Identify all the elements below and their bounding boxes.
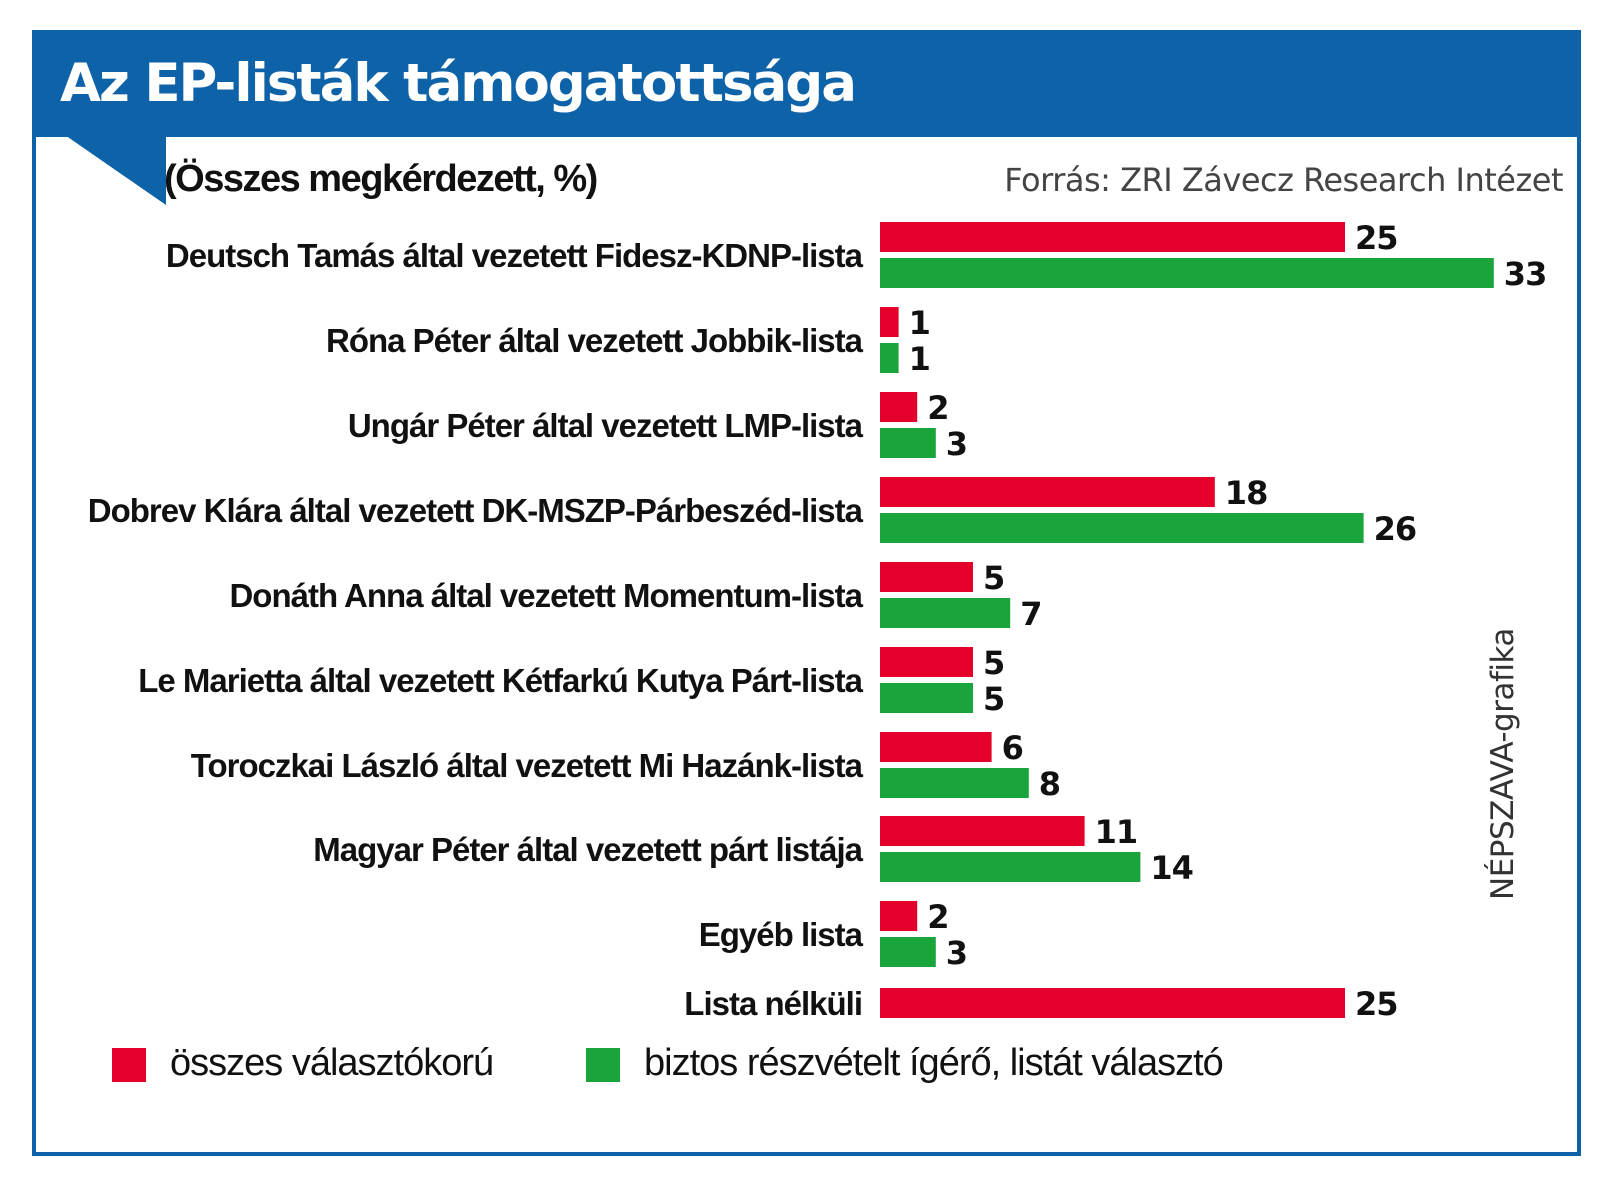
value-label-total-1: 25 xyxy=(1355,219,1398,257)
value-label-total-3: 2 xyxy=(927,389,948,427)
value-label-likely-6: 5 xyxy=(983,680,1004,718)
bar-total-2 xyxy=(880,307,899,337)
category-label-dobrev-klara-altal-vezetett-dk-mszp-parb: Dobrev Klára által vezetett DK-MSZP-Párb… xyxy=(88,492,864,529)
title-bar: Az EP-listák támogatottsága xyxy=(36,34,1577,137)
legend-swatch-green xyxy=(586,1048,620,1082)
bar-total-5 xyxy=(880,562,973,592)
value-label-likely-8: 14 xyxy=(1150,849,1193,887)
value-label-total-8: 11 xyxy=(1095,813,1138,851)
chart-marks: Deutsch Tamás által vezetett Fidesz-KDNP… xyxy=(88,219,1548,1023)
bar-likely-9 xyxy=(880,937,936,967)
legend-label-likely-voters: biztos részvételt ígérő, listát választó xyxy=(644,1042,1224,1084)
bar-likely-4 xyxy=(880,513,1364,543)
value-label-total-6: 5 xyxy=(983,644,1004,682)
value-label-total-4: 18 xyxy=(1225,474,1268,512)
category-label-ungar-peter-altal-vezetett-lmp-lista: Ungár Péter által vezetett LMP-lista xyxy=(348,407,864,444)
corner-tab-decoration xyxy=(62,133,166,205)
bar-likely-3 xyxy=(880,428,936,458)
value-label-total-5: 5 xyxy=(983,559,1004,597)
bar-total-7 xyxy=(880,732,992,762)
bar-likely-1 xyxy=(880,258,1494,288)
bar-total-3 xyxy=(880,392,918,422)
value-label-total-2: 1 xyxy=(909,304,930,342)
chart-title: Az EP-listák támogatottsága xyxy=(60,53,857,114)
category-label-donath-anna-altal-vezetett-momentum-list: Donáth Anna által vezetett Momentum-list… xyxy=(229,577,863,614)
category-label-rona-peter-altal-vezetett-jobbik-lista: Róna Péter által vezetett Jobbik-lista xyxy=(326,322,864,359)
value-label-likely-7: 8 xyxy=(1039,765,1060,803)
bar-likely-2 xyxy=(880,343,899,373)
value-label-likely-9: 3 xyxy=(946,934,967,972)
value-label-likely-1: 33 xyxy=(1504,255,1547,293)
category-label-egyeb-lista: Egyéb lista xyxy=(699,916,864,953)
value-label-likely-4: 26 xyxy=(1374,510,1417,548)
bar-total-1 xyxy=(880,222,1345,252)
credit-note: NÉPSZAVA-grafika xyxy=(1485,628,1521,900)
category-label-le-marietta-altal-vezetett-ketfarku-kuty: Le Marietta által vezetett Kétfarkú Kuty… xyxy=(138,662,863,699)
value-label-total-9: 2 xyxy=(927,898,948,936)
legend-swatch-red xyxy=(112,1048,146,1082)
bar-total-6 xyxy=(880,647,973,677)
chart-subtitle: (Összes megkérdezett, %) xyxy=(164,158,598,200)
value-label-likely-5: 7 xyxy=(1020,595,1041,633)
bar-total-9 xyxy=(880,901,918,931)
legend-label-total: összes választókorú xyxy=(170,1042,494,1084)
bar-likely-7 xyxy=(880,768,1029,798)
category-label-lista-nelkuli: Lista nélküli xyxy=(684,985,862,1022)
value-label-likely-3: 3 xyxy=(946,425,967,463)
bar-likely-8 xyxy=(880,852,1141,882)
value-label-total-7: 6 xyxy=(1002,729,1023,767)
source-note: Forrás: ZRI Závecz Research Intézet xyxy=(1004,161,1563,199)
value-label-likely-2: 1 xyxy=(909,340,930,378)
category-label-deutsch-tamas-altal-vezetett-fidesz-kdnp: Deutsch Tamás által vezetett Fidesz-KDNP… xyxy=(166,237,864,274)
category-label-magyar-peter-altal-vezetett-part-listaja: Magyar Péter által vezetett párt listája xyxy=(313,831,863,868)
category-label-toroczkai-laszlo-altal-vezetett-mi-hazan: Toroczkai László által vezetett Mi Hazán… xyxy=(191,747,864,784)
chart-frame: Az EP-listák támogatottsága (Összes megk… xyxy=(32,30,1581,1156)
bar-total-4 xyxy=(880,477,1215,507)
bar-total-8 xyxy=(880,816,1085,846)
bar-likely-6 xyxy=(880,683,973,713)
bar-total-10 xyxy=(880,988,1345,1018)
bar-likely-5 xyxy=(880,598,1011,628)
value-label-total-10: 25 xyxy=(1355,985,1398,1023)
